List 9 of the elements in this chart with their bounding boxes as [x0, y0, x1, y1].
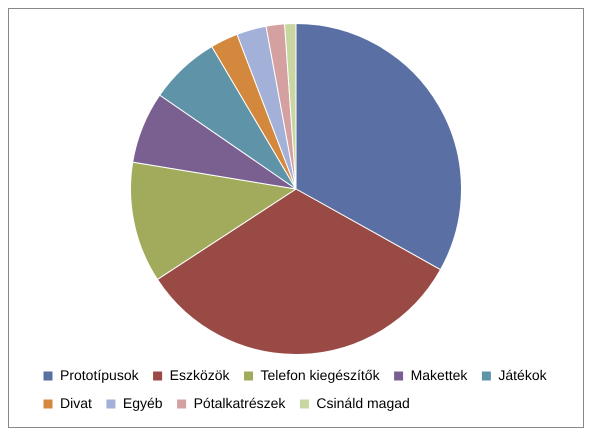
legend-label: Egyéb	[122, 394, 163, 411]
legend-label: Telefon kiegészítők	[260, 366, 381, 383]
legend-label: Csináld magad	[316, 394, 410, 411]
legend-label: Divat	[60, 394, 92, 411]
legend-label: Makettek	[410, 366, 468, 383]
legend-label: Prototípusok	[60, 366, 140, 383]
legend-label: Eszközök	[170, 366, 231, 383]
legend-label: Pótalkatrészek	[194, 394, 286, 411]
legend-label: Játékok	[498, 366, 548, 383]
